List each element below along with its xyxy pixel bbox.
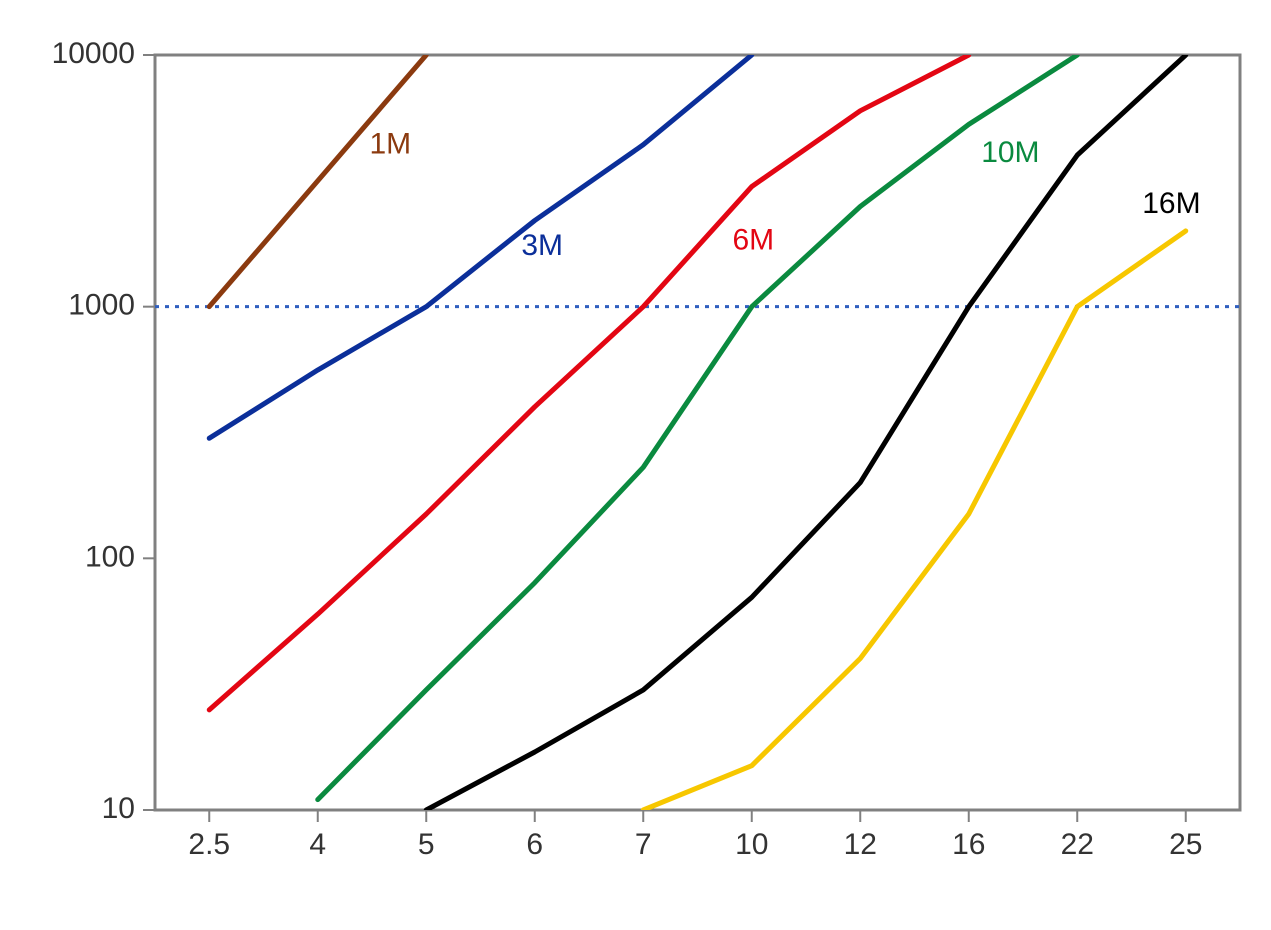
x-tick-label: 22 — [1061, 828, 1094, 861]
x-tick-label: 5 — [418, 828, 435, 861]
x-tick-label: 2.5 — [188, 828, 230, 861]
y-tick-label: 1000 — [68, 289, 135, 322]
y-tick-label: 100 — [85, 540, 135, 573]
x-tick-label: 7 — [635, 828, 652, 861]
x-tick-label: 25 — [1169, 828, 1202, 861]
x-tick-label: 10 — [735, 828, 768, 861]
series-label-10M: 10M — [981, 136, 1039, 169]
series-label-16M: 16M — [1142, 187, 1200, 220]
series-label-3M: 3M — [521, 229, 563, 262]
x-tick-label: 16 — [952, 828, 985, 861]
chart-canvas: 10 100 1000 10000 2.5 4 5 6 7 10 12 16 22 25 1M 3M 6M 10M… — [0, 0, 1271, 930]
x-tick-label: 12 — [844, 828, 877, 861]
series-label-1M: 1M — [369, 128, 411, 161]
series-label-6M: 6M — [733, 224, 775, 257]
x-tick-label: 4 — [309, 828, 326, 861]
y-tick-label: 10 — [102, 792, 135, 825]
beta-ratio-chart: 10 100 1000 10000 2.5 4 5 6 7 10 12 16 22 25 1M 3M 6M 10M… — [0, 0, 1271, 930]
x-tick-label: 6 — [526, 828, 543, 861]
y-tick-label: 10000 — [52, 37, 135, 70]
